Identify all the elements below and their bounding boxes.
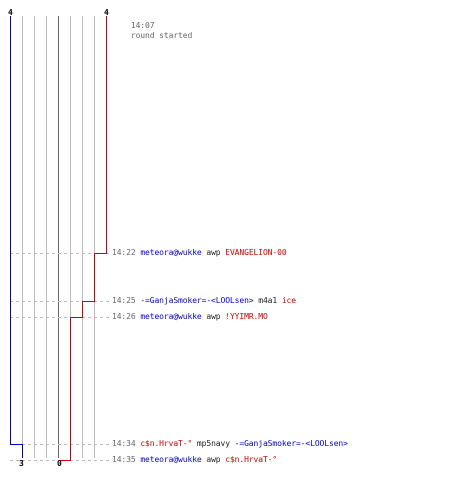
round-start-time: 14:07 <box>130 21 155 30</box>
red-start-count: 4 <box>104 8 109 17</box>
kill-event-row: 14:26 meteora@wukke awp !YYIMR.MO <box>112 312 268 322</box>
event-time: 14:35 <box>112 455 141 464</box>
blue-player-name: -=GanjaSmoker=-<LOOLsen> <box>140 296 254 305</box>
red-player-name: ice <box>281 296 296 305</box>
event-time: 14:25 <box>112 296 141 305</box>
kill-event-row: 14:25 -=GanjaSmoker=-<LOOLsen> m4a1 ice <box>112 296 296 306</box>
round-start-text: round started <box>130 31 193 40</box>
blue-player-name: -=GanjaSmoker=-<LOOLsen> <box>234 439 348 448</box>
event-weapon: awp <box>201 248 226 257</box>
event-weapon: awp <box>201 455 226 464</box>
blue-player-name: meteora@wukke <box>140 248 202 257</box>
event-time: 14:26 <box>112 312 141 321</box>
blue-player-name: meteora@wukke <box>140 312 202 321</box>
event-time: 14:34 <box>112 439 141 448</box>
event-time: 14:22 <box>112 248 141 257</box>
kill-event-row: 14:35 meteora@wukke awp c$n.HrvaT-° <box>112 455 277 465</box>
event-weapon: m4a1 <box>253 296 282 305</box>
blue-end-count: 3 <box>19 459 24 468</box>
red-player-name: c$n.HrvaT-° <box>225 455 278 464</box>
event-weapon: awp <box>201 312 226 321</box>
blue-team-count-line <box>10 16 23 458</box>
event-weapon: mp5navy <box>192 439 235 448</box>
red-player-name: !YYIMR.MO <box>225 312 268 321</box>
red-player-name: EVANGELION-00 <box>225 248 287 257</box>
red-player-name: c$n.HrvaT-° <box>140 439 193 448</box>
kill-event-row: 14:34 c$n.HrvaT-° mp5navy -=GanjaSmoker=… <box>112 439 348 449</box>
round-started-entry: 14:07 round started <box>112 11 192 40</box>
blue-start-count: 4 <box>8 8 13 17</box>
kill-event-row: 14:22 meteora@wukke awp EVANGELION-00 <box>112 248 287 258</box>
red-end-count: 0 <box>57 459 62 468</box>
blue-player-name: meteora@wukke <box>140 455 202 464</box>
red-team-count-line <box>58 16 107 461</box>
